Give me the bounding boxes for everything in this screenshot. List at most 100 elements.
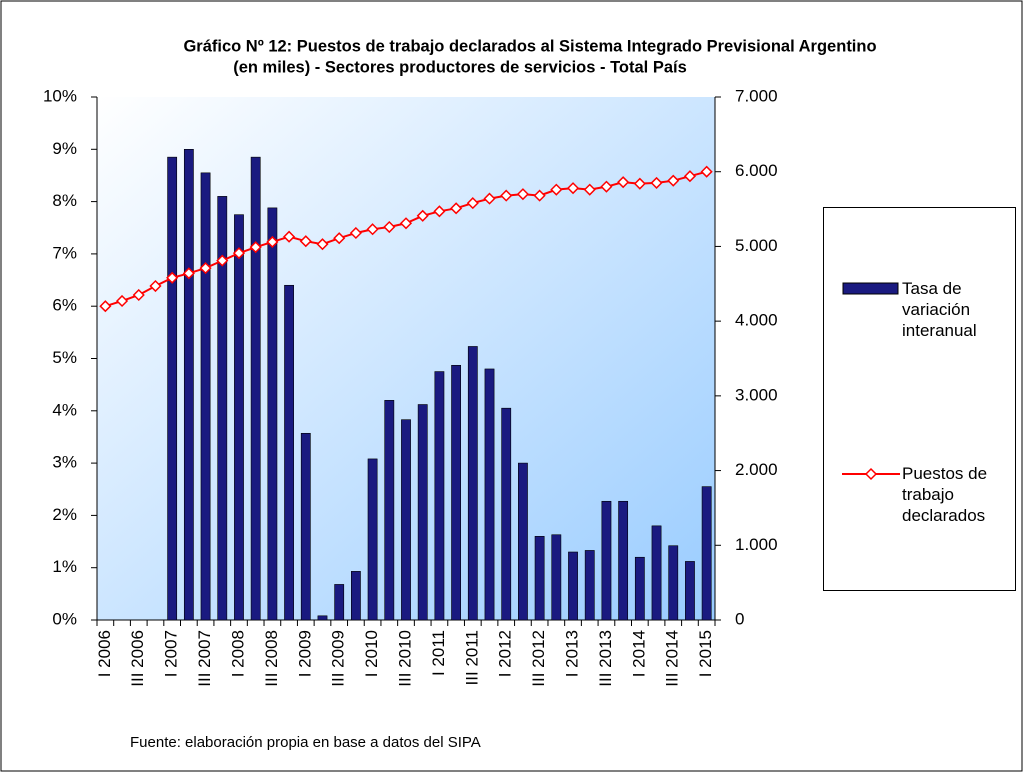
x-tick-label: I 2007	[162, 630, 181, 677]
marker	[516, 188, 529, 201]
bar	[701, 486, 712, 621]
y-tick-label: 2%	[52, 505, 77, 524]
y2-tick-label: 0	[735, 609, 744, 628]
bar	[601, 500, 612, 621]
marker	[383, 220, 396, 234]
y-tick-label: 9%	[52, 139, 77, 158]
marker	[216, 254, 229, 267]
y-tick-label: 4%	[52, 400, 77, 419]
bar	[200, 172, 211, 621]
bar	[518, 462, 528, 621]
x-tick-label: III 2008	[262, 630, 281, 687]
y2-tick-label: 6.000	[735, 161, 778, 180]
x-tick-label: III 2010	[395, 630, 414, 687]
marker	[550, 183, 563, 196]
bar	[217, 196, 228, 621]
marker	[316, 238, 329, 251]
legend-swatch	[842, 282, 899, 295]
x-tick-label: III 2014	[663, 630, 682, 687]
marker	[583, 183, 596, 196]
bar	[234, 214, 244, 621]
marker	[700, 165, 713, 178]
bar	[618, 500, 629, 621]
marker	[483, 192, 496, 205]
bar	[250, 156, 261, 621]
bar	[484, 368, 495, 621]
marker	[450, 202, 463, 215]
marker	[199, 262, 212, 275]
bar	[167, 156, 178, 621]
y2-tick-label: 4.000	[735, 311, 778, 330]
marker	[283, 230, 296, 243]
bar	[367, 458, 378, 621]
marker	[399, 217, 413, 230]
bar	[634, 556, 645, 621]
bar	[584, 550, 595, 621]
marker	[232, 247, 246, 260]
marker	[683, 170, 697, 183]
x-tick-label: III 2006	[128, 630, 147, 687]
marker	[149, 279, 162, 293]
bar	[467, 346, 478, 621]
marker	[333, 232, 346, 245]
y-tick-label: 1%	[52, 557, 77, 576]
marker	[466, 197, 479, 210]
swatch	[842, 282, 899, 295]
x-tick-label: III 2009	[329, 630, 348, 687]
bar	[434, 371, 445, 621]
marker	[533, 189, 546, 202]
x-tick-label: I 2006	[95, 630, 114, 677]
y-tick-label: 6%	[52, 296, 77, 315]
bar	[417, 404, 428, 621]
bar	[534, 536, 545, 621]
marker	[99, 300, 112, 313]
marker	[617, 176, 630, 189]
x-tick-label: I 2010	[362, 630, 381, 677]
y-tick-label: 0%	[52, 609, 77, 628]
marker	[667, 174, 680, 187]
bar	[551, 534, 562, 621]
x-tick-label: III 2011	[462, 630, 481, 685]
bar	[317, 615, 328, 621]
chart-title: Gráfico Nº 12: Puestos de trabajo declar…	[183, 37, 876, 55]
x-tick-label: I 2011	[429, 630, 448, 676]
x-tick-label: III 2007	[195, 630, 214, 687]
bar	[401, 419, 411, 621]
x-tick-label: I 2008	[228, 630, 247, 677]
bar	[384, 400, 395, 621]
marker	[566, 182, 580, 195]
bar	[668, 545, 679, 621]
marker	[166, 271, 179, 284]
bar	[267, 207, 278, 621]
y-tick-label: 3%	[52, 453, 77, 472]
bar	[350, 571, 361, 621]
source-note: Fuente: elaboración propia en base a dat…	[130, 734, 481, 751]
swatch-marker	[864, 467, 878, 481]
legend-label: Puestos de trabajo declarados	[902, 464, 988, 525]
marker	[249, 241, 262, 254]
marker	[416, 209, 429, 222]
x-tick-label: III 2012	[529, 630, 548, 687]
legend: Tasa de variación interanual Puestos de t…	[823, 207, 1016, 591]
y-tick-label: 8%	[52, 191, 77, 210]
x-tick-label: I 2013	[563, 630, 582, 677]
y2-tick-label: 5.000	[735, 236, 778, 255]
marker	[132, 288, 145, 302]
marker	[115, 294, 129, 308]
bar	[501, 407, 512, 621]
y2-tick-label: 7.000	[735, 86, 778, 105]
y-tick-label: 5%	[52, 348, 77, 367]
bar	[651, 525, 662, 621]
marker	[600, 180, 613, 193]
x-tick-label: III 2013	[596, 630, 615, 687]
chart-title: (en miles) - Sectores productores de ser…	[233, 58, 687, 76]
bar	[568, 551, 578, 621]
marker	[366, 223, 379, 236]
marker	[433, 205, 446, 218]
legend-swatch	[842, 467, 900, 481]
marker	[182, 267, 195, 280]
bar	[451, 364, 462, 621]
y2-tick-label: 1.000	[735, 535, 778, 554]
bar	[284, 284, 294, 621]
